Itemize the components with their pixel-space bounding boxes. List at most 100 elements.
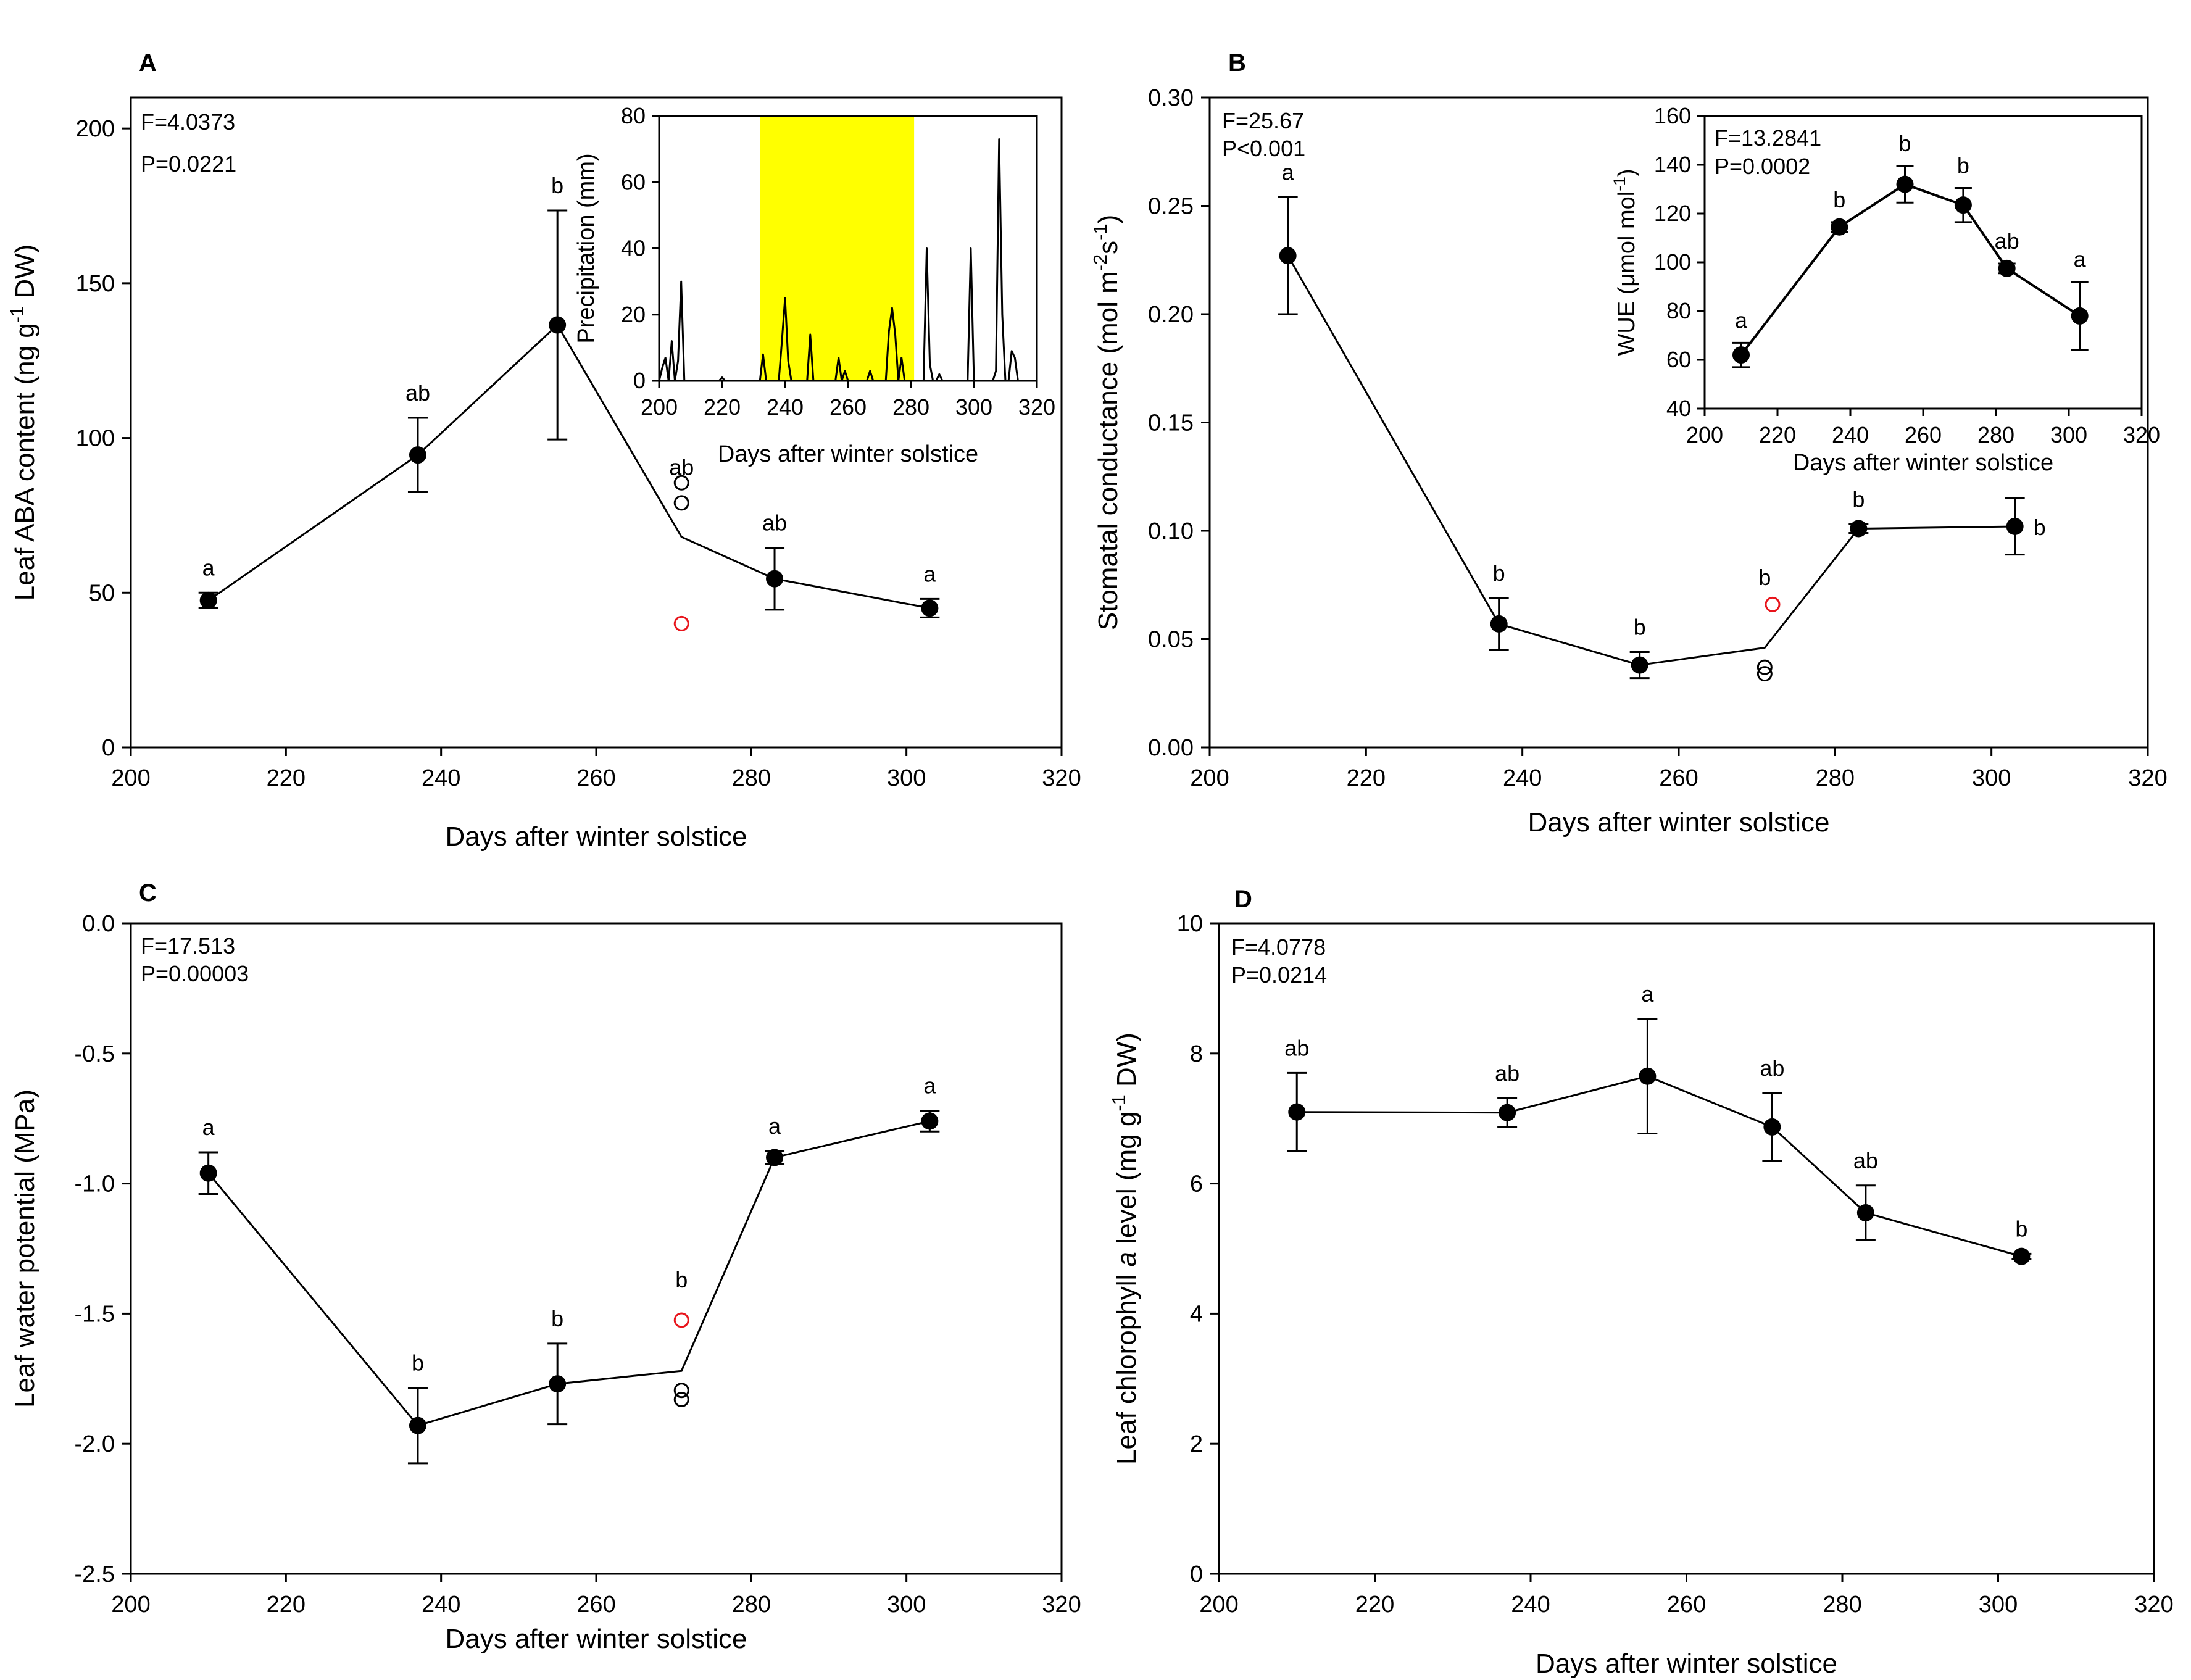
inset-x-tick-label: 240 xyxy=(767,394,804,420)
x-tick-label: 200 xyxy=(1190,765,1229,791)
significance-label: ab xyxy=(1495,1061,1520,1086)
x-tick-label: 280 xyxy=(1816,765,1855,791)
stat-text: F=4.0373 xyxy=(141,109,235,135)
x-tick-label: 240 xyxy=(1511,1592,1550,1618)
x-tick-label: 260 xyxy=(1667,1592,1706,1618)
significance-label: a xyxy=(202,555,215,580)
panel-C: C 200 220 240 260 280 300 320 -2.5 -2.0 -1.5 -1.0 -0… xyxy=(10,880,1081,1654)
significance-label: b xyxy=(1758,565,1771,590)
data-point xyxy=(1631,656,1648,674)
significance-label: a xyxy=(1282,159,1295,185)
open-point xyxy=(1757,666,1773,682)
inset-data-point xyxy=(1896,175,1914,193)
panel-letter: A xyxy=(139,49,157,77)
x-axis-label: Days after winter solstice xyxy=(1536,1649,1837,1679)
inset-stat-text: F=13.2841 xyxy=(1715,125,1821,151)
significance-label: a xyxy=(923,1073,936,1099)
data-point xyxy=(766,1149,784,1166)
data-point xyxy=(1279,247,1297,265)
data-point xyxy=(1763,1118,1781,1136)
y-axis-label: Leaf chlorophyll a level (mg g-1 DW) xyxy=(1108,1033,1142,1465)
x-tick-label: 300 xyxy=(887,765,926,791)
x-tick-label: 220 xyxy=(267,765,306,791)
y-tick-label: 0.25 xyxy=(1148,194,1194,220)
inset-data-point xyxy=(1954,196,1972,214)
inset-x-tick-label: 220 xyxy=(704,394,741,420)
inset-significance-label: b xyxy=(1898,131,1911,156)
x-axis-label: Days after winter solstice xyxy=(445,821,747,852)
x-tick-label: 280 xyxy=(732,765,771,791)
x-tick-label: 320 xyxy=(1042,765,1081,791)
y-tick-label: 0 xyxy=(1190,1561,1203,1587)
y-tick-label: 0.0 xyxy=(82,911,115,937)
inset-x-tick-label: 300 xyxy=(955,394,992,420)
inset-y-tick-label: 120 xyxy=(1654,201,1691,226)
significance-label: b xyxy=(1852,486,1865,512)
data-point xyxy=(549,1375,567,1393)
panel-D: D 200 220 240 260 280 300 320 0 2 4 6 8 10 Days after … xyxy=(1108,886,2174,1679)
y-tick-label: 0.30 xyxy=(1148,85,1194,111)
open-point xyxy=(673,495,689,511)
x-tick-label: 240 xyxy=(1503,765,1542,791)
y-tick-label: 0.05 xyxy=(1148,627,1194,653)
inset-significance-label: ab xyxy=(1995,228,2019,254)
inset-data-point xyxy=(1732,346,1750,364)
y-tick-label: 0.20 xyxy=(1148,302,1194,328)
data-point xyxy=(2013,1247,2031,1265)
x-tick-label: 260 xyxy=(576,765,615,791)
significance-label: b xyxy=(551,173,563,198)
inset-x-tick-label: 320 xyxy=(1018,394,1055,420)
inset-y-tick-label: 60 xyxy=(1666,347,1691,372)
stat-text: P=0.00003 xyxy=(141,961,249,986)
inset-series-line xyxy=(1740,183,2081,356)
y-tick-label: 0 xyxy=(102,735,115,761)
inset-x-tick-label: 300 xyxy=(2050,422,2087,447)
highlight-band xyxy=(760,117,915,380)
panel-letter: D xyxy=(1234,886,1252,913)
x-tick-label: 320 xyxy=(2134,1592,2173,1618)
inset-significance-label: a xyxy=(1735,307,1748,333)
inset-x-axis-label: Days after winter solstice xyxy=(1793,450,2053,476)
significance-label: b xyxy=(2034,515,2046,540)
inset-chart: 200 220 240 260 280 300 320 40 60 80 100 120 140 160 D… xyxy=(1610,103,2160,476)
significance-label: b xyxy=(2015,1216,2027,1241)
significance-label: b xyxy=(1634,615,1646,640)
y-tick-label: 10 xyxy=(1177,911,1203,937)
panel-letter: B xyxy=(1228,49,1246,77)
x-tick-label: 200 xyxy=(111,1592,150,1618)
inset-y-tick-label: 20 xyxy=(621,302,646,327)
y-tick-label: 4 xyxy=(1190,1301,1203,1327)
y-axis-label: Stomatal conductance (mol m-2s-1) xyxy=(1089,215,1124,630)
y-tick-label: 8 xyxy=(1190,1041,1203,1067)
data-point xyxy=(1850,520,1868,538)
inset-y-tick-label: 40 xyxy=(621,236,646,261)
series-line xyxy=(1287,255,2015,667)
significance-label: a xyxy=(768,1113,781,1139)
x-tick-label: 300 xyxy=(887,1592,926,1618)
x-tick-label: 220 xyxy=(1347,765,1386,791)
inset-y-axis-label: WUE (μmol mol-1) xyxy=(1610,168,1640,356)
data-point xyxy=(766,570,784,588)
inset-y-axis-label: Precipitation (mm) xyxy=(573,153,599,343)
series-line xyxy=(207,323,930,609)
open-point xyxy=(1757,659,1773,675)
panel-letter: C xyxy=(139,880,157,907)
significance-label: ab xyxy=(405,380,430,405)
x-tick-label: 200 xyxy=(1199,1592,1238,1618)
series-line xyxy=(1297,1075,2022,1258)
panel-B: B 200 220 240 260 280 300 320 0.00 0.05 0.10 0.15 0.… xyxy=(1089,49,2168,838)
inset-y-tick-label: 140 xyxy=(1654,152,1691,177)
inset-chart: 200 220 240 260 280 300 320 0 20 40 60 80 Days after… xyxy=(573,103,1055,467)
x-tick-label: 240 xyxy=(422,765,460,791)
inset-x-tick-label: 200 xyxy=(641,394,678,420)
data-point xyxy=(1490,615,1508,633)
red-open-point xyxy=(673,1312,689,1328)
x-tick-label: 220 xyxy=(267,1592,306,1618)
y-tick-label: -2.5 xyxy=(75,1561,115,1587)
inset-x-tick-label: 260 xyxy=(829,394,867,420)
significance-label: b xyxy=(1493,560,1505,586)
x-tick-label: 240 xyxy=(422,1592,460,1618)
x-tick-label: 320 xyxy=(1042,1592,1081,1618)
significance-label: ab xyxy=(1853,1148,1878,1173)
series-line xyxy=(207,1120,930,1427)
